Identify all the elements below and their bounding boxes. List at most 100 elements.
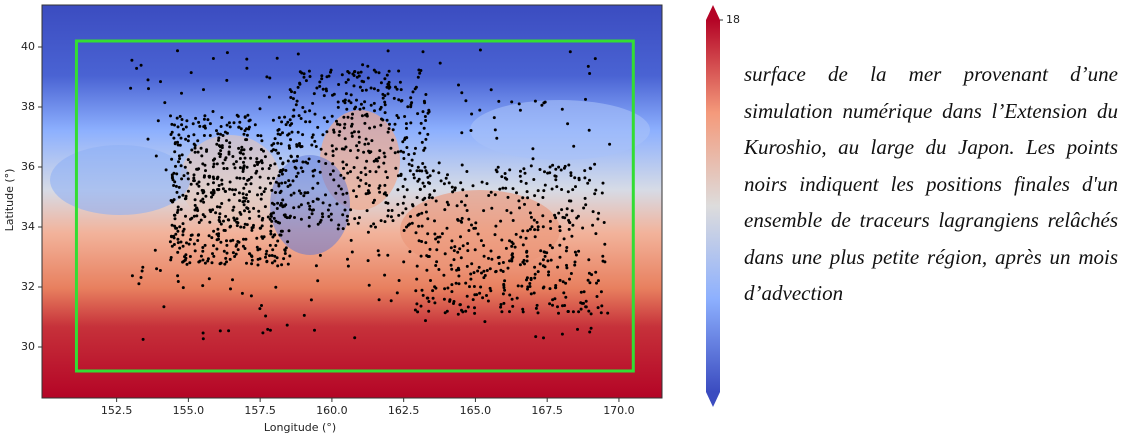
tracer-dot: [455, 204, 459, 208]
tracer-dot: [265, 260, 269, 264]
tracer-dot: [174, 164, 177, 168]
tracer-dot: [357, 184, 361, 188]
tracer-dot: [211, 188, 215, 192]
tracer-dot: [296, 154, 299, 158]
tracer-dot: [554, 178, 558, 182]
tracer-dot: [327, 215, 331, 218]
tracer-dot: [417, 212, 421, 216]
tracer-dot: [227, 329, 231, 333]
tracer-dot: [600, 304, 604, 308]
tracer-dot: [141, 337, 145, 341]
tracer-dot: [588, 72, 592, 75]
tracer-dot: [260, 192, 264, 196]
x-tick-label: 162.5: [388, 404, 420, 417]
tracer-dot: [250, 228, 254, 232]
tracer-dot: [364, 173, 368, 177]
tracer-dot: [276, 264, 280, 268]
tracer-dot: [504, 186, 508, 190]
tracer-dot: [423, 196, 427, 200]
tracer-dot: [446, 286, 450, 290]
tracer-dot: [216, 132, 220, 136]
tracer-dot: [331, 169, 335, 173]
tracer-dot: [383, 103, 387, 107]
tracer-dot: [561, 215, 565, 219]
tracer-dot: [591, 210, 595, 214]
tracer-dot: [245, 165, 249, 169]
tracer-dot: [386, 201, 390, 205]
tracer-dot: [573, 176, 577, 180]
tracer-dot: [584, 203, 588, 207]
tracer-dot: [424, 210, 428, 214]
tracer-dot: [506, 195, 510, 199]
tracer-dot: [295, 159, 299, 163]
tracer-dot: [505, 209, 509, 212]
tracer-dot: [531, 147, 535, 151]
tracer-dot: [269, 181, 272, 185]
tracer-dot: [416, 310, 420, 314]
tracer-dot: [417, 224, 421, 228]
tracer-dot: [209, 210, 213, 214]
tracer-dot: [500, 238, 504, 242]
tracer-dot: [181, 193, 185, 197]
tracer-dot: [186, 171, 190, 175]
tracer-dot: [508, 293, 512, 297]
y-tick-label: 36: [21, 160, 35, 173]
tracer-dot: [427, 255, 431, 258]
tracer-dot: [286, 240, 290, 244]
tracer-dot: [210, 236, 214, 240]
tracer-dot: [419, 69, 423, 72]
tracer-dot: [310, 143, 314, 147]
tracer-dot: [528, 227, 532, 231]
tracer-dot: [287, 179, 291, 183]
tracer-dot: [423, 146, 427, 150]
tracer-dot: [308, 207, 312, 211]
tracer-dot: [394, 85, 397, 89]
tracer-dot: [308, 109, 312, 113]
tracer-dot: [492, 116, 496, 120]
tracer-dot: [346, 214, 349, 218]
tracer-dot: [404, 207, 408, 211]
tracer-dot: [210, 195, 213, 199]
tracer-dot: [565, 246, 569, 249]
tracer-dot: [583, 196, 587, 200]
tracer-dot: [521, 229, 525, 233]
tracer-dot: [297, 114, 301, 118]
tracer-dot: [249, 175, 253, 179]
tracer-dot: [534, 306, 538, 310]
tracer-dot: [244, 237, 248, 241]
tracer-dot: [442, 273, 446, 277]
tracer-dot: [220, 146, 224, 150]
tracer-dot: [234, 188, 237, 192]
tracer-dot: [387, 69, 391, 73]
tracer-dot: [365, 159, 369, 163]
tracer-dot: [273, 162, 277, 166]
tracer-dot: [325, 120, 329, 124]
tracer-dot: [253, 164, 257, 168]
tracer-dot: [419, 304, 423, 308]
y-tick-label: 40: [21, 40, 35, 53]
tracer-dot: [465, 209, 469, 212]
tracer-dot: [499, 268, 503, 272]
tracer-dot: [521, 196, 525, 200]
tracer-dot: [573, 250, 577, 254]
tracer-dot: [279, 142, 283, 146]
tracer-dot: [536, 228, 540, 232]
tracer-dot: [594, 188, 598, 192]
tracer-dot: [575, 216, 579, 220]
tracer-dot: [236, 221, 240, 225]
tracer-dot: [443, 208, 447, 212]
tracer-dot: [242, 132, 246, 136]
tracer-dot: [374, 159, 378, 162]
tracer-dot: [536, 225, 540, 229]
tracer-dot: [550, 246, 554, 250]
caption: surface de la mer provenant d’une simula…: [744, 62, 1118, 305]
tracer-dot: [595, 281, 598, 285]
tracer-dot: [448, 298, 452, 302]
tracer-dot: [346, 171, 350, 175]
tracer-dot: [236, 240, 240, 243]
tracer-dot: [395, 114, 399, 117]
tracer-dot: [553, 174, 557, 178]
tracer-dot: [292, 206, 296, 210]
tracer-dot: [465, 264, 469, 268]
tracer-dot: [307, 69, 311, 73]
